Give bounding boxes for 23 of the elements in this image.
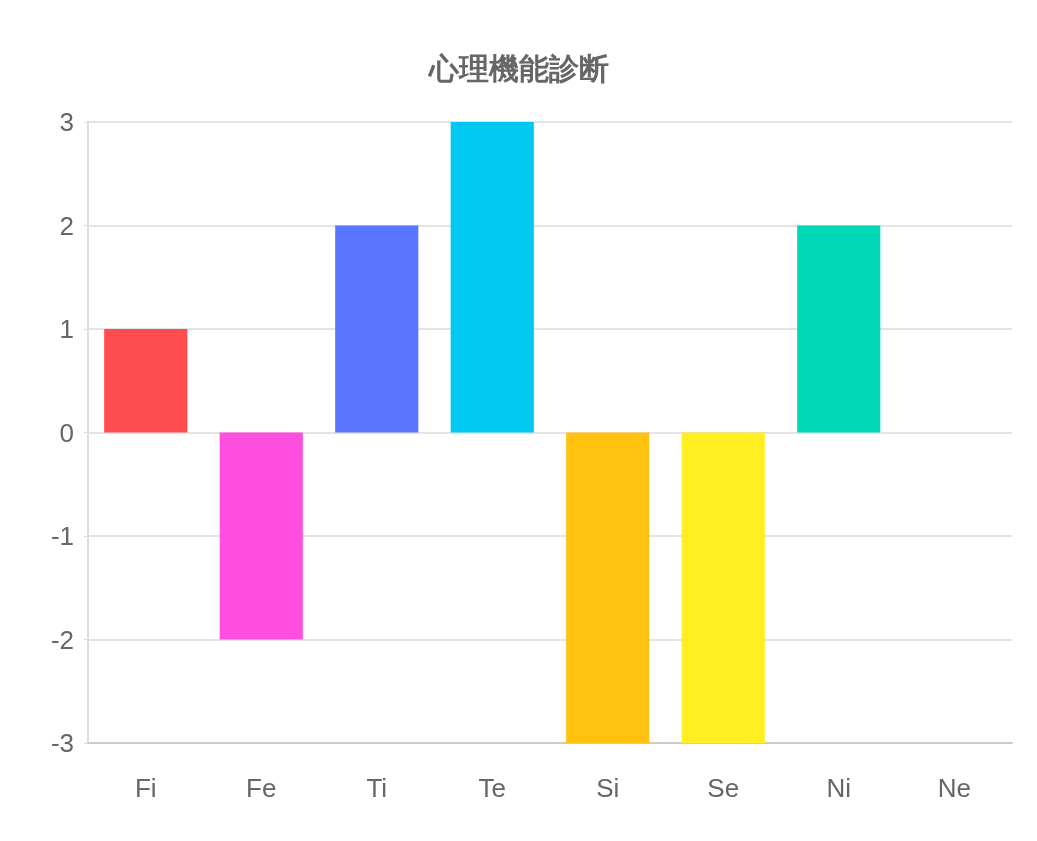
- chart-title: 心理機能診断: [426, 51, 609, 85]
- bar: [566, 432, 650, 743]
- bar: [797, 225, 881, 433]
- y-tick-label: -2: [50, 624, 74, 655]
- x-tick-label: Fi: [134, 773, 157, 803]
- x-tick-label: Si: [596, 773, 620, 803]
- x-tick-label: Ni: [826, 773, 852, 803]
- bar: [104, 329, 188, 433]
- y-tick-label: 3: [59, 107, 74, 137]
- y-tick-label: -1: [50, 521, 74, 551]
- bar: [681, 432, 765, 743]
- y-tick-label: -3: [50, 728, 74, 758]
- x-tick-label: Ti: [366, 773, 388, 803]
- x-tick-label: Te: [478, 773, 506, 803]
- bar: [219, 432, 303, 640]
- bar: [450, 122, 534, 433]
- y-tick-label: 0: [59, 417, 74, 448]
- y-tick-label: 1: [59, 314, 74, 344]
- y-tick-label: 2: [59, 210, 74, 241]
- x-tick-label: Se: [707, 773, 740, 803]
- x-tick-label: Ne: [937, 773, 971, 803]
- x-tick-label: Fe: [246, 773, 277, 803]
- bar: [335, 225, 419, 433]
